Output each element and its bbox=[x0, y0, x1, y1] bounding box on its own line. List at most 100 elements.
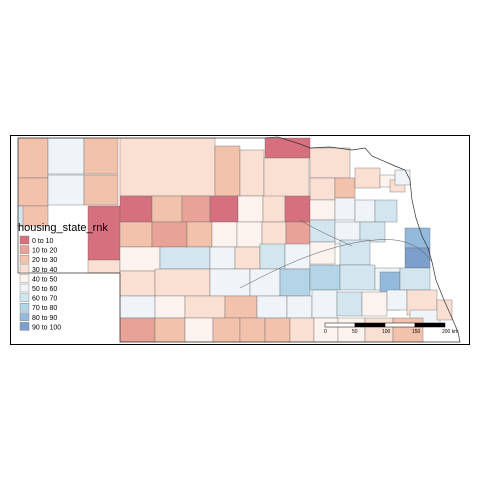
county-polygon bbox=[17, 137, 49, 179]
county-polygon bbox=[151, 221, 188, 248]
county-polygon bbox=[404, 247, 431, 269]
county-polygon bbox=[256, 295, 288, 319]
county-polygon bbox=[209, 246, 236, 270]
county-polygon bbox=[17, 177, 49, 207]
legend-label: 30 to 40 bbox=[32, 267, 57, 274]
legend-label: 50 to 60 bbox=[32, 286, 57, 293]
scale-bar-label: 200 km bbox=[442, 329, 458, 335]
county-polygon bbox=[119, 195, 153, 223]
county-polygon bbox=[374, 199, 398, 223]
county-polygon bbox=[339, 239, 371, 266]
county-polygon bbox=[224, 295, 258, 319]
county-polygon bbox=[309, 241, 336, 265]
county-polygon bbox=[361, 291, 388, 317]
county-polygon bbox=[264, 317, 291, 343]
scale-bar-segment bbox=[354, 322, 386, 328]
legend-swatch bbox=[19, 274, 30, 283]
county-polygon bbox=[184, 295, 226, 319]
county-polygon bbox=[236, 221, 263, 248]
county-polygon bbox=[337, 317, 366, 343]
county-polygon bbox=[212, 317, 241, 343]
legend-swatch bbox=[19, 254, 30, 264]
county-polygon bbox=[119, 317, 156, 343]
county-polygon bbox=[181, 195, 211, 223]
legend-title: housing_state_rnk bbox=[18, 222, 108, 234]
county-polygon bbox=[289, 317, 315, 343]
county-layer bbox=[17, 137, 453, 343]
legend-swatch bbox=[19, 312, 30, 321]
county-polygon bbox=[119, 137, 216, 197]
county-polygon bbox=[87, 259, 121, 274]
legend-swatch bbox=[19, 322, 30, 331]
river bbox=[239, 239, 433, 289]
county-polygon bbox=[364, 317, 394, 343]
county-polygon bbox=[259, 243, 286, 270]
county-polygon bbox=[279, 268, 311, 297]
legend-label: 80 to 90 bbox=[32, 315, 57, 322]
county-polygon bbox=[392, 317, 424, 343]
county-polygon bbox=[313, 317, 339, 343]
county-polygon bbox=[354, 199, 376, 223]
scale-bar-segment bbox=[414, 322, 446, 328]
legend-swatch bbox=[19, 245, 30, 254]
county-polygon bbox=[154, 317, 186, 343]
county-polygon bbox=[87, 205, 121, 261]
county-polygon bbox=[119, 246, 161, 272]
county-polygon bbox=[239, 317, 266, 343]
river bbox=[299, 219, 353, 247]
county-polygon bbox=[309, 147, 351, 179]
scale-bar-label: 150 bbox=[412, 329, 421, 335]
county-polygon bbox=[263, 157, 310, 199]
county-polygon bbox=[284, 195, 311, 223]
scale-bar-segment bbox=[324, 322, 356, 328]
county-polygon bbox=[309, 177, 336, 201]
county-polygon bbox=[399, 267, 431, 291]
county-polygon bbox=[119, 270, 156, 297]
county-polygon bbox=[209, 268, 251, 297]
legend-label: 90 to 100 bbox=[32, 324, 61, 331]
legend-label: 0 to 10 bbox=[32, 238, 54, 245]
legend-label: 60 to 70 bbox=[32, 296, 57, 303]
state-outline bbox=[17, 136, 461, 343]
county-polygon bbox=[394, 169, 411, 186]
county-polygon bbox=[151, 195, 183, 223]
county-polygon bbox=[239, 149, 265, 197]
county-polygon bbox=[336, 291, 363, 317]
legend-swatch bbox=[19, 283, 30, 293]
legend-label: 70 to 80 bbox=[32, 305, 57, 312]
county-polygon bbox=[359, 221, 386, 243]
legend-label: 40 to 50 bbox=[32, 276, 57, 283]
county-polygon bbox=[47, 174, 85, 206]
county-polygon bbox=[286, 295, 313, 319]
county-polygon bbox=[159, 246, 211, 270]
county-polygon bbox=[154, 295, 186, 319]
county-polygon bbox=[284, 243, 311, 270]
county-polygon bbox=[83, 174, 119, 206]
legend-label: 20 to 30 bbox=[32, 257, 57, 264]
legend-swatch bbox=[19, 293, 30, 302]
county-polygon bbox=[386, 289, 408, 311]
county-polygon bbox=[209, 195, 239, 223]
county-polygon bbox=[119, 295, 156, 319]
county-polygon bbox=[234, 246, 261, 270]
county-polygon bbox=[186, 221, 213, 248]
county-polygon bbox=[334, 177, 356, 199]
county-polygon bbox=[311, 289, 338, 319]
county-polygon bbox=[436, 299, 453, 321]
county-polygon bbox=[211, 221, 238, 248]
county-polygon bbox=[47, 137, 85, 175]
county-polygon bbox=[339, 264, 376, 291]
county-polygon bbox=[334, 197, 356, 221]
county-polygon bbox=[309, 219, 336, 243]
county-polygon bbox=[285, 221, 311, 248]
legend: housing_state_rnk 0 to 10 10 to 20 20 to 3… bbox=[18, 222, 108, 331]
legend-swatch bbox=[19, 303, 30, 312]
county-polygon bbox=[261, 221, 287, 248]
county-polygon bbox=[309, 264, 341, 291]
scale-bar-label: 50 bbox=[352, 329, 358, 335]
county-polygon bbox=[83, 137, 119, 175]
county-polygon bbox=[184, 317, 214, 343]
legend-swatch bbox=[19, 235, 30, 245]
county-polygon bbox=[154, 268, 211, 297]
